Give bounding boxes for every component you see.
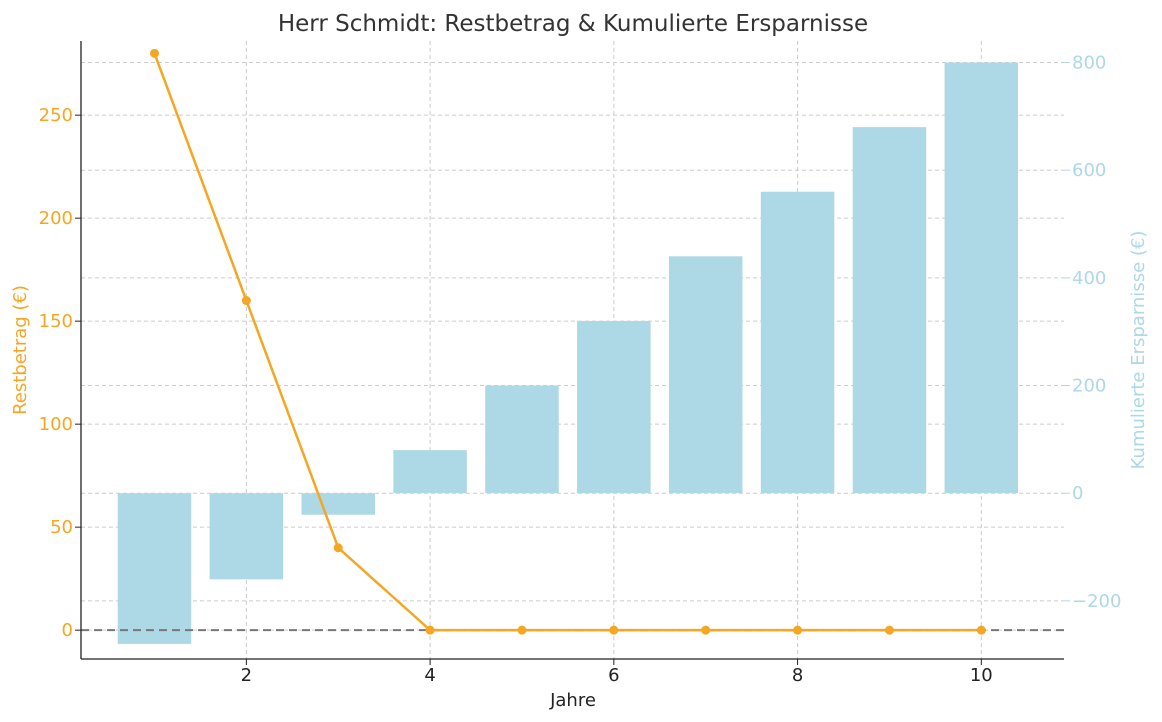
- y-right-tick-label: −200: [1072, 591, 1121, 612]
- bar: [485, 385, 559, 494]
- bar: [577, 320, 651, 494]
- line-point: [241, 296, 251, 306]
- bar: [852, 127, 927, 494]
- bar: [944, 62, 1019, 494]
- line-layer: [81, 48, 1064, 635]
- bar: [393, 450, 467, 494]
- bars-layer: [117, 62, 1019, 644]
- line-point: [976, 625, 986, 635]
- x-tick-label: 2: [241, 665, 252, 686]
- y-left-tick-label: 200: [39, 208, 73, 229]
- y-left-tick-label: 0: [62, 620, 73, 641]
- x-axis-label: Jahre: [549, 690, 596, 711]
- line-point: [425, 625, 435, 635]
- y-right-tick-label: 200: [1072, 376, 1106, 397]
- line-point: [517, 625, 527, 635]
- line-point: [609, 625, 619, 635]
- x-tick-label: 8: [792, 665, 803, 686]
- y-left-tick-label: 50: [50, 517, 73, 538]
- line-point: [884, 625, 894, 635]
- line-point: [701, 625, 711, 635]
- bar: [117, 493, 192, 644]
- y-right-tick-label: 600: [1072, 160, 1106, 181]
- y-right-tick-label: 400: [1072, 268, 1106, 289]
- y-right-tick-label: 800: [1072, 53, 1106, 74]
- y-left-tick-label: 100: [39, 414, 73, 435]
- y-left-tick-label: 250: [39, 105, 73, 126]
- bar: [301, 493, 375, 515]
- bar: [209, 493, 284, 580]
- y-right-tick-label: 0: [1072, 483, 1083, 504]
- line-point: [793, 625, 803, 635]
- x-tick-label: 4: [424, 665, 435, 686]
- y-axis-right-label: Kumulierte Ersparnisse (€): [1128, 231, 1149, 470]
- bar: [668, 256, 743, 494]
- y-left-tick-label: 150: [39, 311, 73, 332]
- x-tick-label: 6: [608, 665, 619, 686]
- restbetrag-line: [153, 52, 982, 632]
- y-axis-left-label: Restbetrag (€): [10, 285, 31, 415]
- line-point: [333, 543, 343, 553]
- bar: [760, 191, 835, 494]
- x-tick-label: 10: [970, 665, 993, 686]
- chart-title: Herr Schmidt: Restbetrag & Kumulierte Er…: [278, 11, 868, 37]
- line-point: [149, 48, 159, 58]
